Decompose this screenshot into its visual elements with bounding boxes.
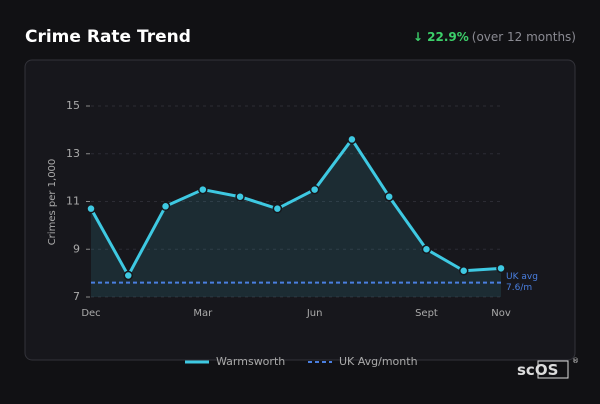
brand: scOS — [517, 361, 558, 379]
y-tick-label: 13 — [66, 147, 80, 160]
point — [235, 191, 245, 202]
x-tick-label: Nov — [491, 308, 511, 319]
line — [89, 137, 502, 278]
point — [458, 265, 469, 276]
change: ↓ 22.9% (over 12 months) — [413, 30, 576, 44]
change-value: ↓ 22.9% — [413, 30, 469, 44]
x-tick-label: Sept — [415, 308, 438, 319]
point — [347, 134, 357, 145]
brand-mark: ® — [572, 357, 579, 365]
point — [123, 270, 134, 281]
point — [496, 263, 506, 274]
point — [272, 203, 283, 214]
point — [160, 201, 171, 212]
y-tick-label: 7 — [73, 290, 80, 303]
point — [86, 203, 96, 214]
change-period: (over 12 months) — [472, 30, 576, 44]
card — [24, 59, 576, 361]
y-axis-label: Crimes per 1,000 — [47, 159, 58, 246]
brand-boxed: OS — [535, 361, 559, 379]
point — [309, 184, 320, 195]
area — [91, 139, 501, 297]
legend-label: UK Avg/month — [339, 355, 418, 368]
x-tick-label: Mar — [193, 308, 213, 319]
point — [198, 184, 208, 195]
x-tick-label: Dec — [81, 308, 100, 319]
y-tick-label: 11 — [66, 195, 80, 208]
y-tick-label: 9 — [73, 242, 80, 255]
x-tick-label: Jun — [306, 308, 323, 319]
brand-box — [537, 360, 569, 379]
brand-prefix: sc — [517, 361, 535, 379]
point — [384, 191, 394, 202]
reference-label: 7.6/m — [506, 283, 532, 293]
point — [421, 244, 432, 254]
y-tick-label: 15 — [66, 99, 80, 112]
legend-label: Warmsworth — [216, 355, 285, 368]
reference-label: UK avg — [506, 272, 538, 282]
chart-title: Crime Rate Trend — [25, 27, 191, 47]
